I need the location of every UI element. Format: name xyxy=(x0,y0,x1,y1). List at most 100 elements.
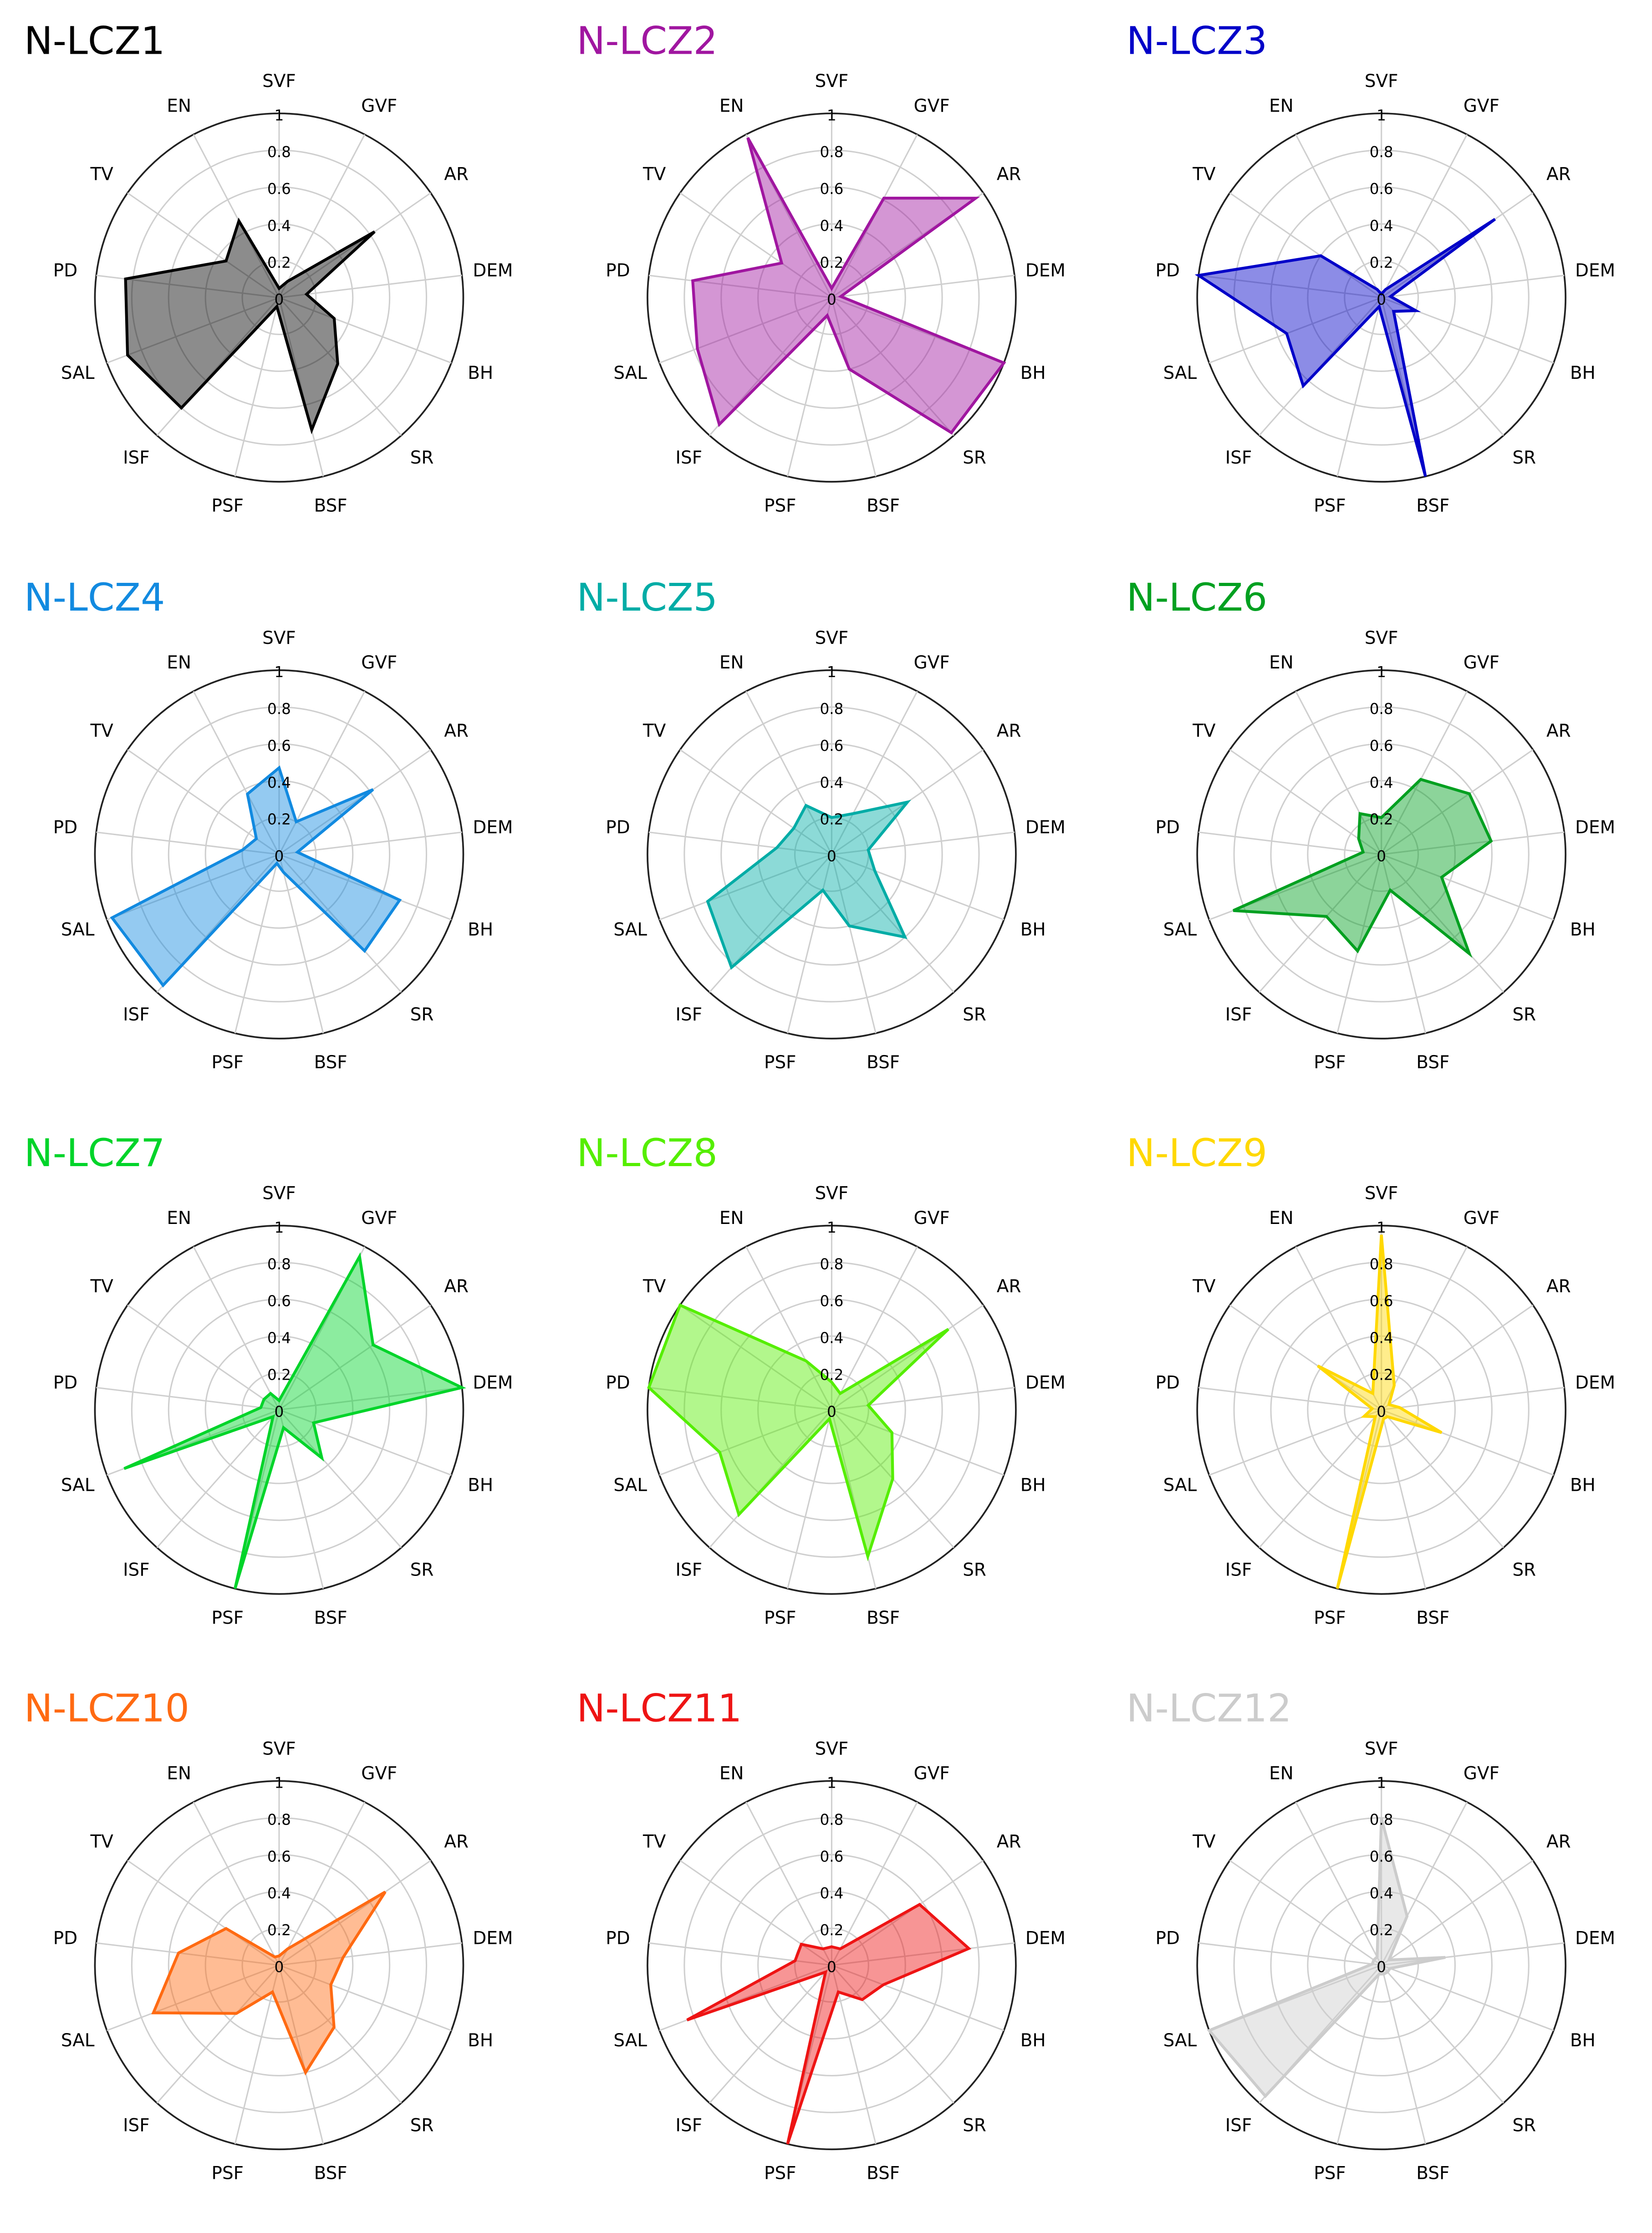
axis-label: ISF xyxy=(1225,1560,1252,1580)
r-tick-label: 1 xyxy=(1377,107,1386,124)
spoke xyxy=(279,1942,462,1966)
axis-label: DEM xyxy=(1575,260,1615,281)
axis-label: GVF xyxy=(361,1764,397,1784)
axis-label: ISF xyxy=(1225,448,1252,468)
spoke xyxy=(1381,275,1565,299)
axis-label: SVF xyxy=(815,1738,849,1759)
axis-label: PD xyxy=(1156,260,1180,281)
chart-title: N-LCZ8 xyxy=(576,1131,718,1175)
axis-label: SR xyxy=(410,1004,434,1025)
r-tick-label: 0.6 xyxy=(267,180,291,198)
axis-label: PSF xyxy=(212,495,244,516)
spoke xyxy=(279,275,462,299)
r-tick-label: 0.4 xyxy=(820,217,843,235)
r-tick-label: 0.4 xyxy=(1370,1330,1393,1347)
axis-label: AR xyxy=(997,721,1021,741)
axis-label: SAL xyxy=(613,2030,647,2051)
axis-label: EN xyxy=(1269,96,1294,116)
spoke xyxy=(107,297,280,364)
axis-label: AR xyxy=(1546,1276,1571,1297)
spoke xyxy=(1229,192,1382,298)
spoke xyxy=(1198,831,1382,855)
spoke xyxy=(1295,1801,1382,1966)
axis-label: PSF xyxy=(764,495,796,516)
radar-area xyxy=(151,1891,387,2076)
axis-label: TV xyxy=(1192,164,1216,184)
r-tick-label: 0 xyxy=(275,1958,284,1976)
axis-label: BSF xyxy=(314,495,347,516)
axis-label: SVF xyxy=(1365,1183,1398,1204)
axis-label: PD xyxy=(1156,817,1180,838)
chart-title: N-LCZ4 xyxy=(24,575,165,620)
axis-label: SAL xyxy=(613,920,647,940)
spoke xyxy=(648,1942,832,1966)
axis-label: GVF xyxy=(1463,653,1499,673)
axis-label: PD xyxy=(606,260,630,281)
r-tick-label: 0.6 xyxy=(1370,1848,1393,1865)
axis-label: DEM xyxy=(1025,260,1066,281)
radar-area xyxy=(110,765,402,988)
radar-area xyxy=(124,217,376,434)
axis-label: SR xyxy=(1512,448,1536,468)
r-tick-label: 1 xyxy=(275,663,284,681)
axis-label: SR xyxy=(410,1560,434,1580)
axis-label: AR xyxy=(444,1832,469,1852)
r-tick-label: 1 xyxy=(827,1774,836,1792)
spoke xyxy=(1381,297,1504,436)
axis-label: SAL xyxy=(1163,1475,1197,1495)
spoke xyxy=(1336,1965,1382,2144)
axis-label: BSF xyxy=(867,495,900,516)
spoke xyxy=(96,831,280,855)
spoke xyxy=(1381,1942,1565,1966)
spoke xyxy=(107,1964,280,2031)
axis-label: EN xyxy=(1269,653,1294,673)
axis-label: GVF xyxy=(914,1208,950,1229)
axis-label: SR xyxy=(1512,1004,1536,1025)
r-tick-label: 0 xyxy=(1377,1958,1386,1976)
spoke xyxy=(127,1860,280,1966)
spoke xyxy=(279,1409,452,1476)
axis-label: SR xyxy=(963,1560,986,1580)
spoke xyxy=(831,1964,954,2104)
spoke xyxy=(193,134,280,298)
spoke xyxy=(679,1860,832,1966)
spoke xyxy=(1381,134,1468,298)
r-tick-label: 1 xyxy=(1377,663,1386,681)
r-tick-label: 0.4 xyxy=(820,774,843,791)
spoke xyxy=(278,134,366,298)
spoke xyxy=(96,1942,280,1966)
r-tick-label: 1 xyxy=(275,1219,284,1236)
r-tick-label: 0 xyxy=(827,1403,836,1420)
chart-title: N-LCZ10 xyxy=(24,1686,189,1731)
r-tick-label: 0.2 xyxy=(1370,1366,1393,1383)
axis-label: DEM xyxy=(473,1928,513,1948)
axis-label: SR xyxy=(963,2115,986,2136)
spoke xyxy=(1381,1305,1534,1411)
r-tick-label: 1 xyxy=(827,107,836,124)
axis-label: AR xyxy=(1546,721,1571,741)
spoke xyxy=(156,1964,280,2104)
axis-label: SR xyxy=(963,1004,986,1025)
r-tick-label: 0.8 xyxy=(820,700,843,718)
axis-label: PD xyxy=(606,1373,630,1393)
axis-label: BSF xyxy=(867,1608,900,1628)
spoke xyxy=(279,749,431,855)
r-tick-label: 0.8 xyxy=(1370,143,1393,161)
r-tick-label: 0.4 xyxy=(820,1885,843,1902)
axis-label: BSF xyxy=(867,2163,900,2183)
axis-label: SAL xyxy=(1163,2030,1197,2051)
r-tick-label: 0.2 xyxy=(267,1366,291,1383)
axis-label: EN xyxy=(167,653,191,673)
r-tick-label: 0.6 xyxy=(1370,737,1393,755)
r-tick-label: 1 xyxy=(275,1774,284,1792)
axis-label: BH xyxy=(468,363,493,383)
axis-label: EN xyxy=(1269,1208,1294,1229)
radar-area xyxy=(123,1252,466,1589)
r-tick-label: 0.2 xyxy=(267,811,291,828)
axis-label: EN xyxy=(719,1208,744,1229)
spoke xyxy=(278,1964,402,2104)
axis-label: SVF xyxy=(1365,71,1398,92)
axis-label: PD xyxy=(1156,1928,1180,1948)
axis-label: SVF xyxy=(262,1738,296,1759)
axis-label: BH xyxy=(468,920,493,940)
